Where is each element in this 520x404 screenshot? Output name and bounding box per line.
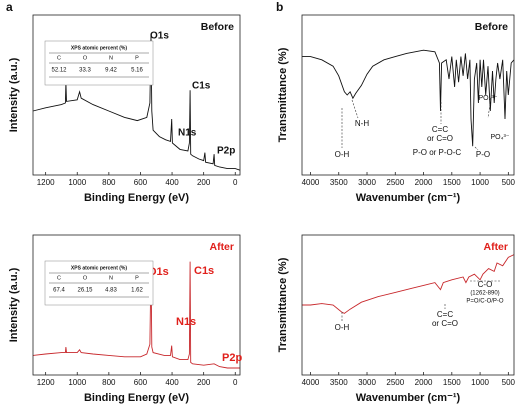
x-tick-label: 400	[165, 378, 179, 387]
x-tick-label: 2500	[386, 178, 404, 187]
peak-annotation: PO₄³⁻	[479, 95, 498, 102]
table-header: C	[57, 275, 61, 281]
panel-title: After	[209, 241, 234, 253]
x-tick-label: 2000	[415, 378, 433, 387]
y-axis-label: Intensity (a.u.)	[8, 267, 20, 342]
peak-annotation: N1s	[176, 316, 196, 328]
table-cell: 9.42	[105, 68, 117, 74]
x-axis-label: Binding Energy (eV)	[84, 392, 189, 404]
x-tick-label: 4000	[302, 178, 320, 187]
x-tick-label: 3000	[358, 378, 376, 387]
table-cell: 67.4	[53, 288, 65, 294]
peak-annotation: P2p	[222, 352, 242, 364]
peak-annotation: N-H	[355, 119, 369, 128]
x-axis-label: Binding Energy (eV)	[84, 192, 189, 204]
x-tick-label: 3500	[330, 378, 348, 387]
annotation-pointer	[474, 146, 479, 151]
spectrum-line	[302, 49, 515, 147]
x-tick-label: 3500	[330, 178, 348, 187]
x-tick-label: 1000	[471, 178, 489, 187]
x-tick-label: 500	[502, 378, 516, 387]
plot-frame	[32, 14, 241, 176]
table-header: N	[109, 275, 113, 281]
table-cell: 26.15	[77, 288, 93, 294]
peak-annotation: (1262-890)	[470, 291, 499, 297]
peak-annotation: P-O or P-O-C	[413, 148, 462, 157]
x-tick-label: 1500	[443, 378, 461, 387]
x-tick-label: 0	[233, 178, 238, 187]
x-tick-label: 600	[134, 378, 148, 387]
x-tick-label: 1000	[68, 378, 86, 387]
plot-frame	[301, 234, 515, 376]
table-cell: 1.62	[131, 288, 143, 294]
peak-annotation: P=O/C-O/P-O	[466, 299, 504, 305]
x-tick-label: 2500	[386, 378, 404, 387]
peak-annotation: C1s	[192, 81, 211, 92]
table-header: P	[135, 275, 139, 281]
peak-annotation: PO₄³⁻	[491, 134, 510, 141]
x-tick-label: 800	[102, 178, 116, 187]
spectrum-line	[32, 261, 240, 369]
peak-annotation: N1s	[178, 128, 197, 139]
peak-annotation: O-H	[335, 323, 350, 332]
panel-title: Before	[475, 21, 508, 33]
peak-annotation: C=C	[437, 310, 453, 319]
x-tick-label: 1500	[443, 178, 461, 187]
plot-frame	[32, 234, 241, 376]
peak-annotation: C-O	[478, 280, 493, 289]
table-header: O	[83, 55, 88, 61]
annotation-pointer	[351, 99, 359, 119]
x-tick-label: 1000	[471, 378, 489, 387]
x-axis-label: Wavenumber (cm⁻¹)	[356, 192, 461, 204]
table-header: C	[57, 55, 61, 61]
peak-annotation: C=C	[432, 125, 448, 134]
x-tick-label: 500	[502, 178, 516, 187]
x-tick-label: 400	[165, 178, 179, 187]
panel-title: Before	[201, 21, 234, 33]
peak-annotation: or C=O	[427, 134, 453, 143]
table-title: XPS atomic percent (%)	[71, 45, 127, 51]
peak-annotation: or C=O	[432, 319, 458, 328]
x-axis-label: Wavenumber (cm⁻¹)	[356, 392, 461, 404]
peak-annotation: P-O	[476, 150, 490, 159]
panel-title: After	[483, 241, 508, 253]
peak-annotation: O-H	[335, 150, 350, 159]
x-tick-label: 1200	[37, 178, 55, 187]
table-header: N	[109, 55, 113, 61]
y-axis-label: Intensity (a.u.)	[8, 57, 20, 132]
table-title: XPS atomic percent (%)	[71, 265, 127, 271]
plot-frame	[301, 14, 515, 176]
peak-annotation: O1s	[150, 31, 169, 42]
table-header: P	[135, 55, 139, 61]
table-cell: 52.12	[51, 68, 67, 74]
peak-annotation: C1s	[194, 265, 214, 277]
annotation-pointer	[487, 103, 491, 119]
x-tick-label: 3000	[358, 178, 376, 187]
x-tick-label: 200	[197, 178, 211, 187]
x-tick-label: 0	[233, 378, 238, 387]
x-tick-label: 2000	[415, 178, 433, 187]
x-tick-label: 800	[102, 378, 116, 387]
table-cell: 5.16	[131, 68, 143, 74]
y-axis-label: Transmittance (%)	[277, 47, 289, 142]
x-tick-label: 600	[134, 178, 148, 187]
x-tick-label: 1000	[68, 178, 86, 187]
spectrum-line	[302, 254, 515, 314]
peak-annotation: P2p	[217, 146, 235, 157]
x-tick-label: 200	[197, 378, 211, 387]
table-header: O	[83, 275, 88, 281]
table-cell: 33.3	[79, 68, 91, 74]
y-axis-label: Transmittance (%)	[277, 257, 289, 352]
panel-label: a	[6, 0, 13, 14]
table-cell: 4.83	[105, 288, 117, 294]
panel-label: b	[276, 0, 283, 14]
spectrum-line	[32, 35, 241, 171]
x-tick-label: 1200	[37, 378, 55, 387]
x-tick-label: 4000	[302, 378, 320, 387]
